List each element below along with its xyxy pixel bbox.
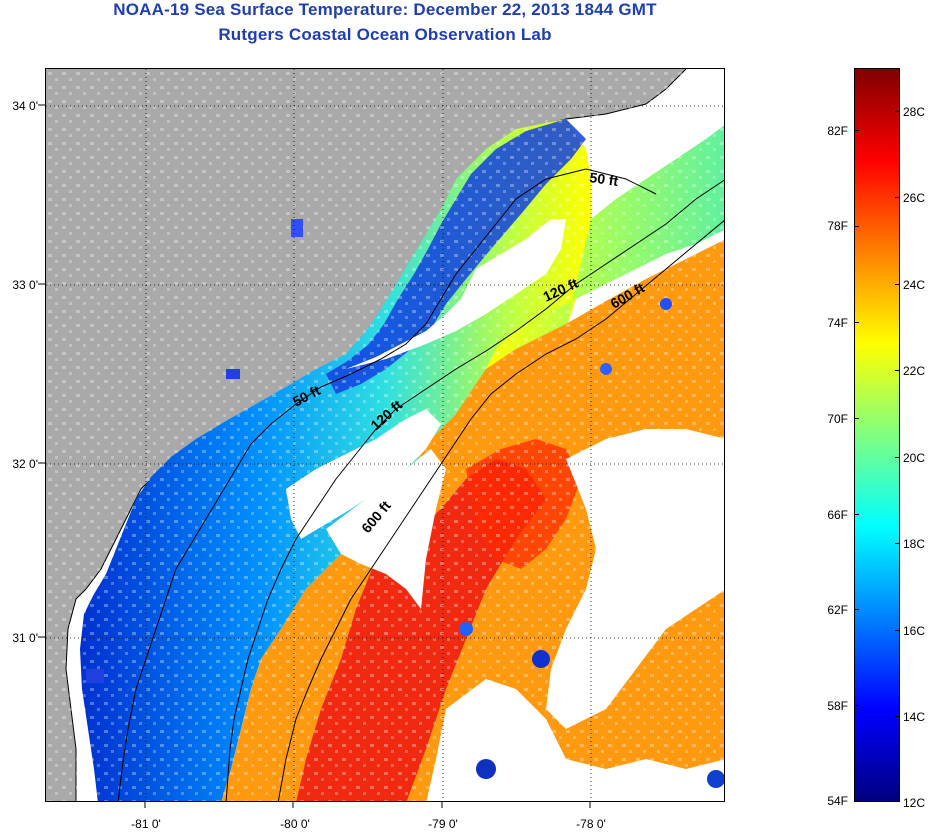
cold-patch	[459, 622, 473, 636]
colorbar-label-f: 54F	[827, 794, 848, 808]
colorbar-label-c: 24C	[903, 278, 926, 292]
colorbar-label-c: 28C	[903, 105, 926, 119]
cold-patch	[476, 759, 496, 779]
inland-water	[86, 669, 104, 683]
colorbar-label-f: 66F	[827, 508, 848, 522]
map-subtitle: Rutgers Coastal Ocean Observation Lab	[218, 25, 552, 44]
sst-map: 50 ft 120 ft 600 ft 50 ft 120 ft 600 ft	[45, 68, 725, 802]
isobath-50ft	[117, 168, 657, 801]
colorbar-label-f: 78F	[827, 219, 848, 233]
colorbar-label-c: 16C	[903, 624, 926, 638]
colorbar-label-f: 82F	[827, 124, 848, 138]
cold-patch	[532, 650, 550, 668]
temperature-colorbar	[854, 68, 900, 802]
lon-label-78: -78 0'	[576, 817, 606, 831]
map-title: NOAA-19 Sea Surface Temperature: Decembe…	[113, 0, 657, 19]
isobath-600ft	[277, 220, 724, 801]
lon-label-79: -79 0'	[428, 817, 458, 831]
inland-water	[291, 219, 303, 237]
sst-map-canvas: 50 ft 120 ft 600 ft 50 ft 120 ft 600 ft	[46, 69, 724, 801]
colorbar-label-c: 26C	[903, 191, 926, 205]
lon-label-80: -80 0'	[280, 817, 310, 831]
colorbar-label-f: 62F	[827, 603, 848, 617]
lat-label-32: 32 0'	[12, 457, 38, 471]
lat-label-33: 33 0'	[12, 278, 38, 292]
cold-patch	[600, 363, 612, 375]
cold-patch	[707, 770, 724, 788]
inland-water	[226, 369, 240, 379]
colorbar-label-f: 70F	[827, 412, 848, 426]
cloud-speckle-overlay	[46, 69, 724, 801]
colorbar-label-c: 20C	[903, 451, 926, 465]
cold-patch	[660, 298, 672, 310]
lat-label-34: 34 0'	[12, 99, 38, 113]
lat-label-31: 31 0'	[12, 631, 38, 645]
colorbar-label-c: 14C	[903, 710, 926, 724]
graticule	[46, 69, 724, 801]
colorbar-label-c: 18C	[903, 537, 926, 551]
colorbar-label-f: 74F	[827, 316, 848, 330]
colorbar-label-c: 12C	[903, 796, 926, 810]
isobath-120ft	[225, 179, 724, 801]
contour-label-50ft-north: 50 ft	[589, 169, 620, 189]
colorbar-label-c: 22C	[903, 364, 926, 378]
colorbar-label-f: 58F	[827, 699, 848, 713]
lon-label-81: -81 0'	[131, 817, 161, 831]
